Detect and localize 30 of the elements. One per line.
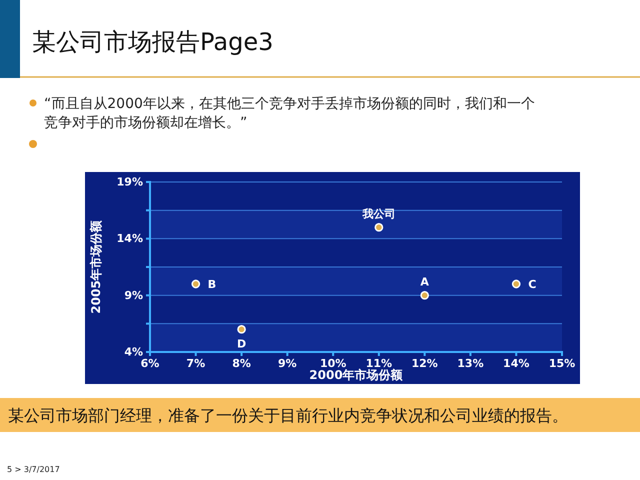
annotation: B — [208, 278, 216, 291]
point — [420, 291, 429, 300]
x-axis-title: 2000年市场份额 — [309, 368, 404, 382]
point — [237, 325, 246, 334]
text: 5 > 3/7/2017 — [7, 465, 60, 474]
point — [191, 280, 200, 288]
x-tick-label: 13% — [457, 356, 484, 370]
point — [374, 223, 384, 232]
y-tick-label: 9% — [124, 288, 143, 302]
y-tick-label: 19% — [116, 176, 143, 189]
annotation: 我公司 — [361, 207, 396, 220]
y-axis-title: 2005年市场份额 — [89, 219, 103, 314]
chart-subtitle: “而且自从2000年以来，在其他三个竞争对手丢掉市场份额的同时，我们和一个竞争对手的市场份额却在增长。” — [44, 96, 535, 131]
x-tick-label: 12% — [411, 356, 438, 370]
annotation: A — [420, 275, 430, 288]
x-tick-label: 7% — [186, 356, 206, 370]
x-tick-label: 10% — [320, 356, 346, 370]
y-tick-label: 14% — [116, 232, 143, 246]
x-tick-label: 11% — [366, 356, 392, 370]
point — [512, 280, 521, 288]
x-tick-label: 14% — [503, 356, 530, 370]
x-tick-label: 8% — [232, 356, 251, 370]
x-tick-label: 9% — [278, 356, 297, 370]
chart-title: 某公司市场报告Page3 — [32, 28, 274, 56]
y-tick-label: 4% — [124, 346, 143, 359]
x-tick-label: 6% — [140, 356, 160, 370]
x-tick-label: 15% — [548, 356, 576, 370]
annotation: C — [528, 278, 536, 291]
text: 某公司市场部门经理，准备了一份关于目前行业内竞争状况和公司业绩的报告。 — [8, 406, 568, 425]
annotation: D — [236, 337, 246, 350]
